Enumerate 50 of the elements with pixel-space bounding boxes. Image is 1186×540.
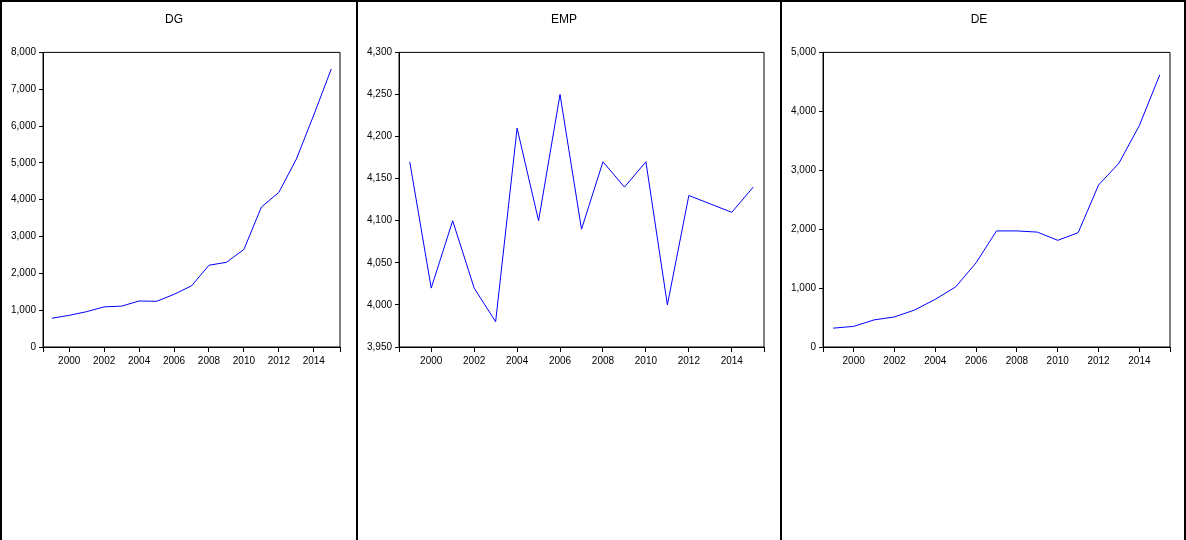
y-tick-label: 7,000 xyxy=(10,82,37,94)
chart-title: DE xyxy=(970,11,988,26)
y-tick-label: 4,100 xyxy=(366,214,393,226)
y-tick-label: 4,000 xyxy=(366,298,393,310)
x-tick-label: 2012 xyxy=(1087,354,1111,366)
y-tick-label: 4,000 xyxy=(10,193,37,205)
x-tick-label: 2000 xyxy=(58,354,81,366)
x-tick-label: 2004 xyxy=(505,354,529,366)
y-tick-label: 1,000 xyxy=(790,281,817,293)
x-tick-label: 2004 xyxy=(924,354,947,366)
x-tick-label: 2000 xyxy=(420,354,443,366)
x-tick-label: 2012 xyxy=(267,354,291,366)
y-tick-label: 2,000 xyxy=(790,222,817,234)
x-tick-label: 2002 xyxy=(463,354,486,366)
x-tick-label: 2014 xyxy=(1128,354,1151,366)
x-tick-label: 2006 xyxy=(964,354,988,366)
chart-title: EMP xyxy=(550,11,578,26)
y-tick-label: 4,300 xyxy=(366,46,393,58)
x-tick-label: 2012 xyxy=(677,354,701,366)
x-tick-label: 2004 xyxy=(127,354,151,366)
y-tick-label: 2,000 xyxy=(10,267,37,279)
y-tick-label: 6,000 xyxy=(10,119,37,131)
y-tick-label: 3,000 xyxy=(10,230,37,242)
x-tick-label: 2008 xyxy=(1005,354,1029,366)
x-tick-label: 2002 xyxy=(93,354,116,366)
x-tick-label: 2010 xyxy=(634,354,658,366)
y-tick-label: 4,000 xyxy=(790,105,817,117)
y-tick-label: 3,000 xyxy=(790,163,817,175)
y-tick-label: 4,150 xyxy=(366,172,393,184)
x-tick-label: 2008 xyxy=(591,354,615,366)
y-tick-label: 4,250 xyxy=(366,88,393,100)
x-tick-label: 2006 xyxy=(548,354,572,366)
y-tick-label: 0 xyxy=(810,340,817,352)
x-tick-label: 2010 xyxy=(1046,354,1070,366)
y-tick-label: 4,200 xyxy=(366,130,393,142)
x-tick-label: 2010 xyxy=(232,354,256,366)
y-tick-label: 8,000 xyxy=(10,46,37,58)
y-tick-label: 4,050 xyxy=(366,256,393,268)
y-tick-label: 5,000 xyxy=(790,46,817,58)
y-tick-label: 0 xyxy=(30,340,37,352)
y-tick-label: 5,000 xyxy=(10,156,37,168)
x-tick-label: 2002 xyxy=(883,354,907,366)
chart-title: DG xyxy=(165,11,183,26)
x-tick-label: 2014 xyxy=(302,354,326,366)
x-tick-label: 2006 xyxy=(162,354,186,366)
y-tick-label: 1,000 xyxy=(10,303,37,315)
x-tick-label: 2008 xyxy=(197,354,221,366)
y-tick-label: 3,950 xyxy=(366,340,393,352)
x-tick-label: 2000 xyxy=(842,354,866,366)
x-tick-label: 2014 xyxy=(720,354,744,366)
